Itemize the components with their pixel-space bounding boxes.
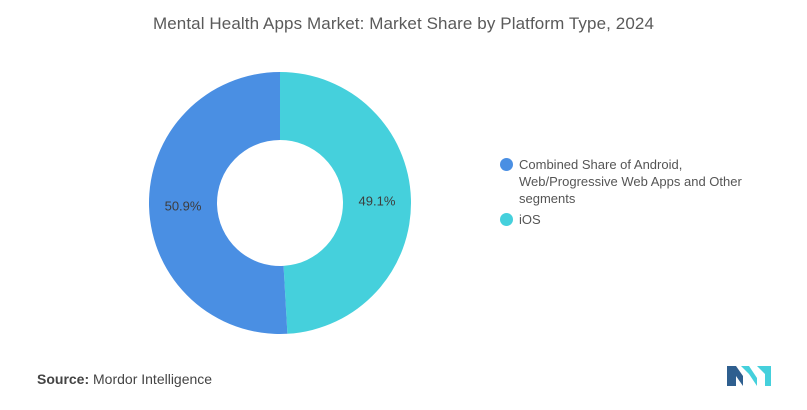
chart-legend: Combined Share of Android, Web/Progressi… [500,156,780,232]
donut-slices [149,72,412,334]
donut-slice-combined [149,72,288,334]
mordor-intelligence-logo-icon [727,362,771,391]
legend-swatch-ios [500,213,513,226]
donut-slice-ios [280,72,412,334]
slice-label-combined: 50.9% [165,199,202,214]
slice-label-ios: 49.1% [359,193,396,208]
legend-label-combined-line-2: Web/Progressive Web Apps and Other [519,174,742,189]
source-value: Mordor Intelligence [93,371,213,387]
legend-label-combined-line-3: segments [519,191,576,206]
legend-item-ios: iOS [500,211,780,228]
legend-swatch-combined [500,158,513,171]
source-note: Source: Mordor Intelligence [37,371,212,387]
donut-slice-labels: 49.1% 50.9% [165,193,396,213]
source-label: Source: [37,371,90,387]
legend-label-ios: iOS [519,212,541,227]
legend-item-combined: Combined Share of Android, Web/Progressi… [500,156,780,207]
chart-title: Mental Health Apps Market: Market Share … [152,14,655,33]
legend-label-combined-line-1: Combined Share of Android, [519,157,683,172]
